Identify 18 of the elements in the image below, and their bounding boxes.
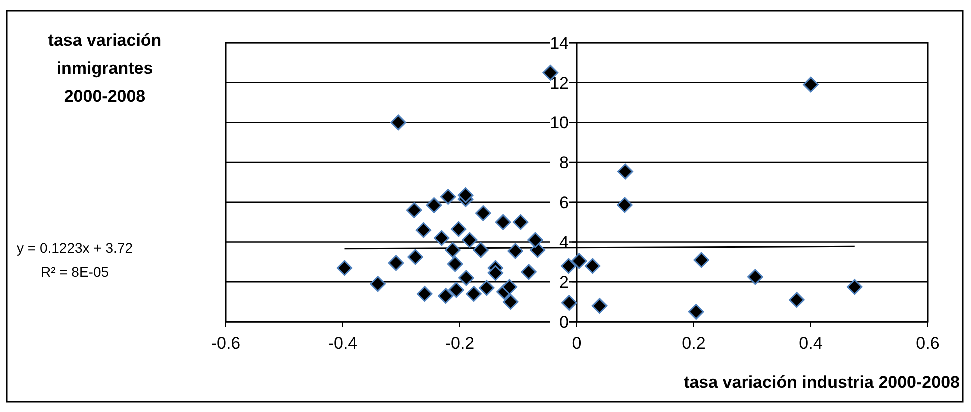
y-tick-label: 12: [550, 74, 569, 93]
y-tick-label: 14: [550, 34, 569, 53]
y-tick-label: 0: [560, 312, 569, 332]
text: y = 0.1223x + 3.72: [17, 240, 134, 256]
x-tick-label: -0.6: [211, 334, 241, 353]
y-tick-label: 8: [560, 154, 569, 173]
x-tick-label: 0: [572, 334, 582, 353]
y-tick-label: 10: [550, 114, 569, 133]
text: R² = 8E-05: [40, 264, 110, 280]
y-axis-title: tasa variación inmigrantes 2000-2008: [48, 31, 162, 106]
y-tick-label: 2: [560, 273, 569, 292]
x-tick-label: 0.6: [916, 334, 940, 353]
x-tick-label: -0.4: [328, 334, 358, 353]
x-tick-label: 0.2: [682, 334, 706, 353]
x-tick-label: -0.2: [445, 334, 475, 353]
x-axis-title: tasa variación industria 2000-2008: [684, 373, 960, 392]
x-tick-label: 0.4: [799, 334, 823, 353]
y-tick-label: 6: [560, 193, 569, 212]
